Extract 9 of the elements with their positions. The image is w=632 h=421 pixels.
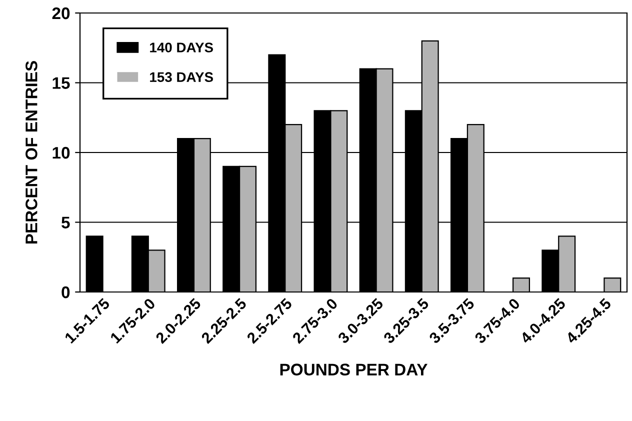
y-tick-label: 10 [52, 146, 70, 159]
legend-label: 153 DAYS [150, 72, 213, 82]
y-axis-title: PERCENT OF ENTRIES [26, 61, 38, 244]
x-axis-title: POUNDS PER DAY [280, 364, 428, 376]
y-tick-label: 0 [62, 286, 70, 298]
legend-label: 140 DAYS [150, 42, 213, 52]
y-tick-label: 5 [62, 216, 70, 228]
y-tick-label: 15 [52, 77, 70, 89]
y-tick-label: 20 [52, 7, 70, 20]
